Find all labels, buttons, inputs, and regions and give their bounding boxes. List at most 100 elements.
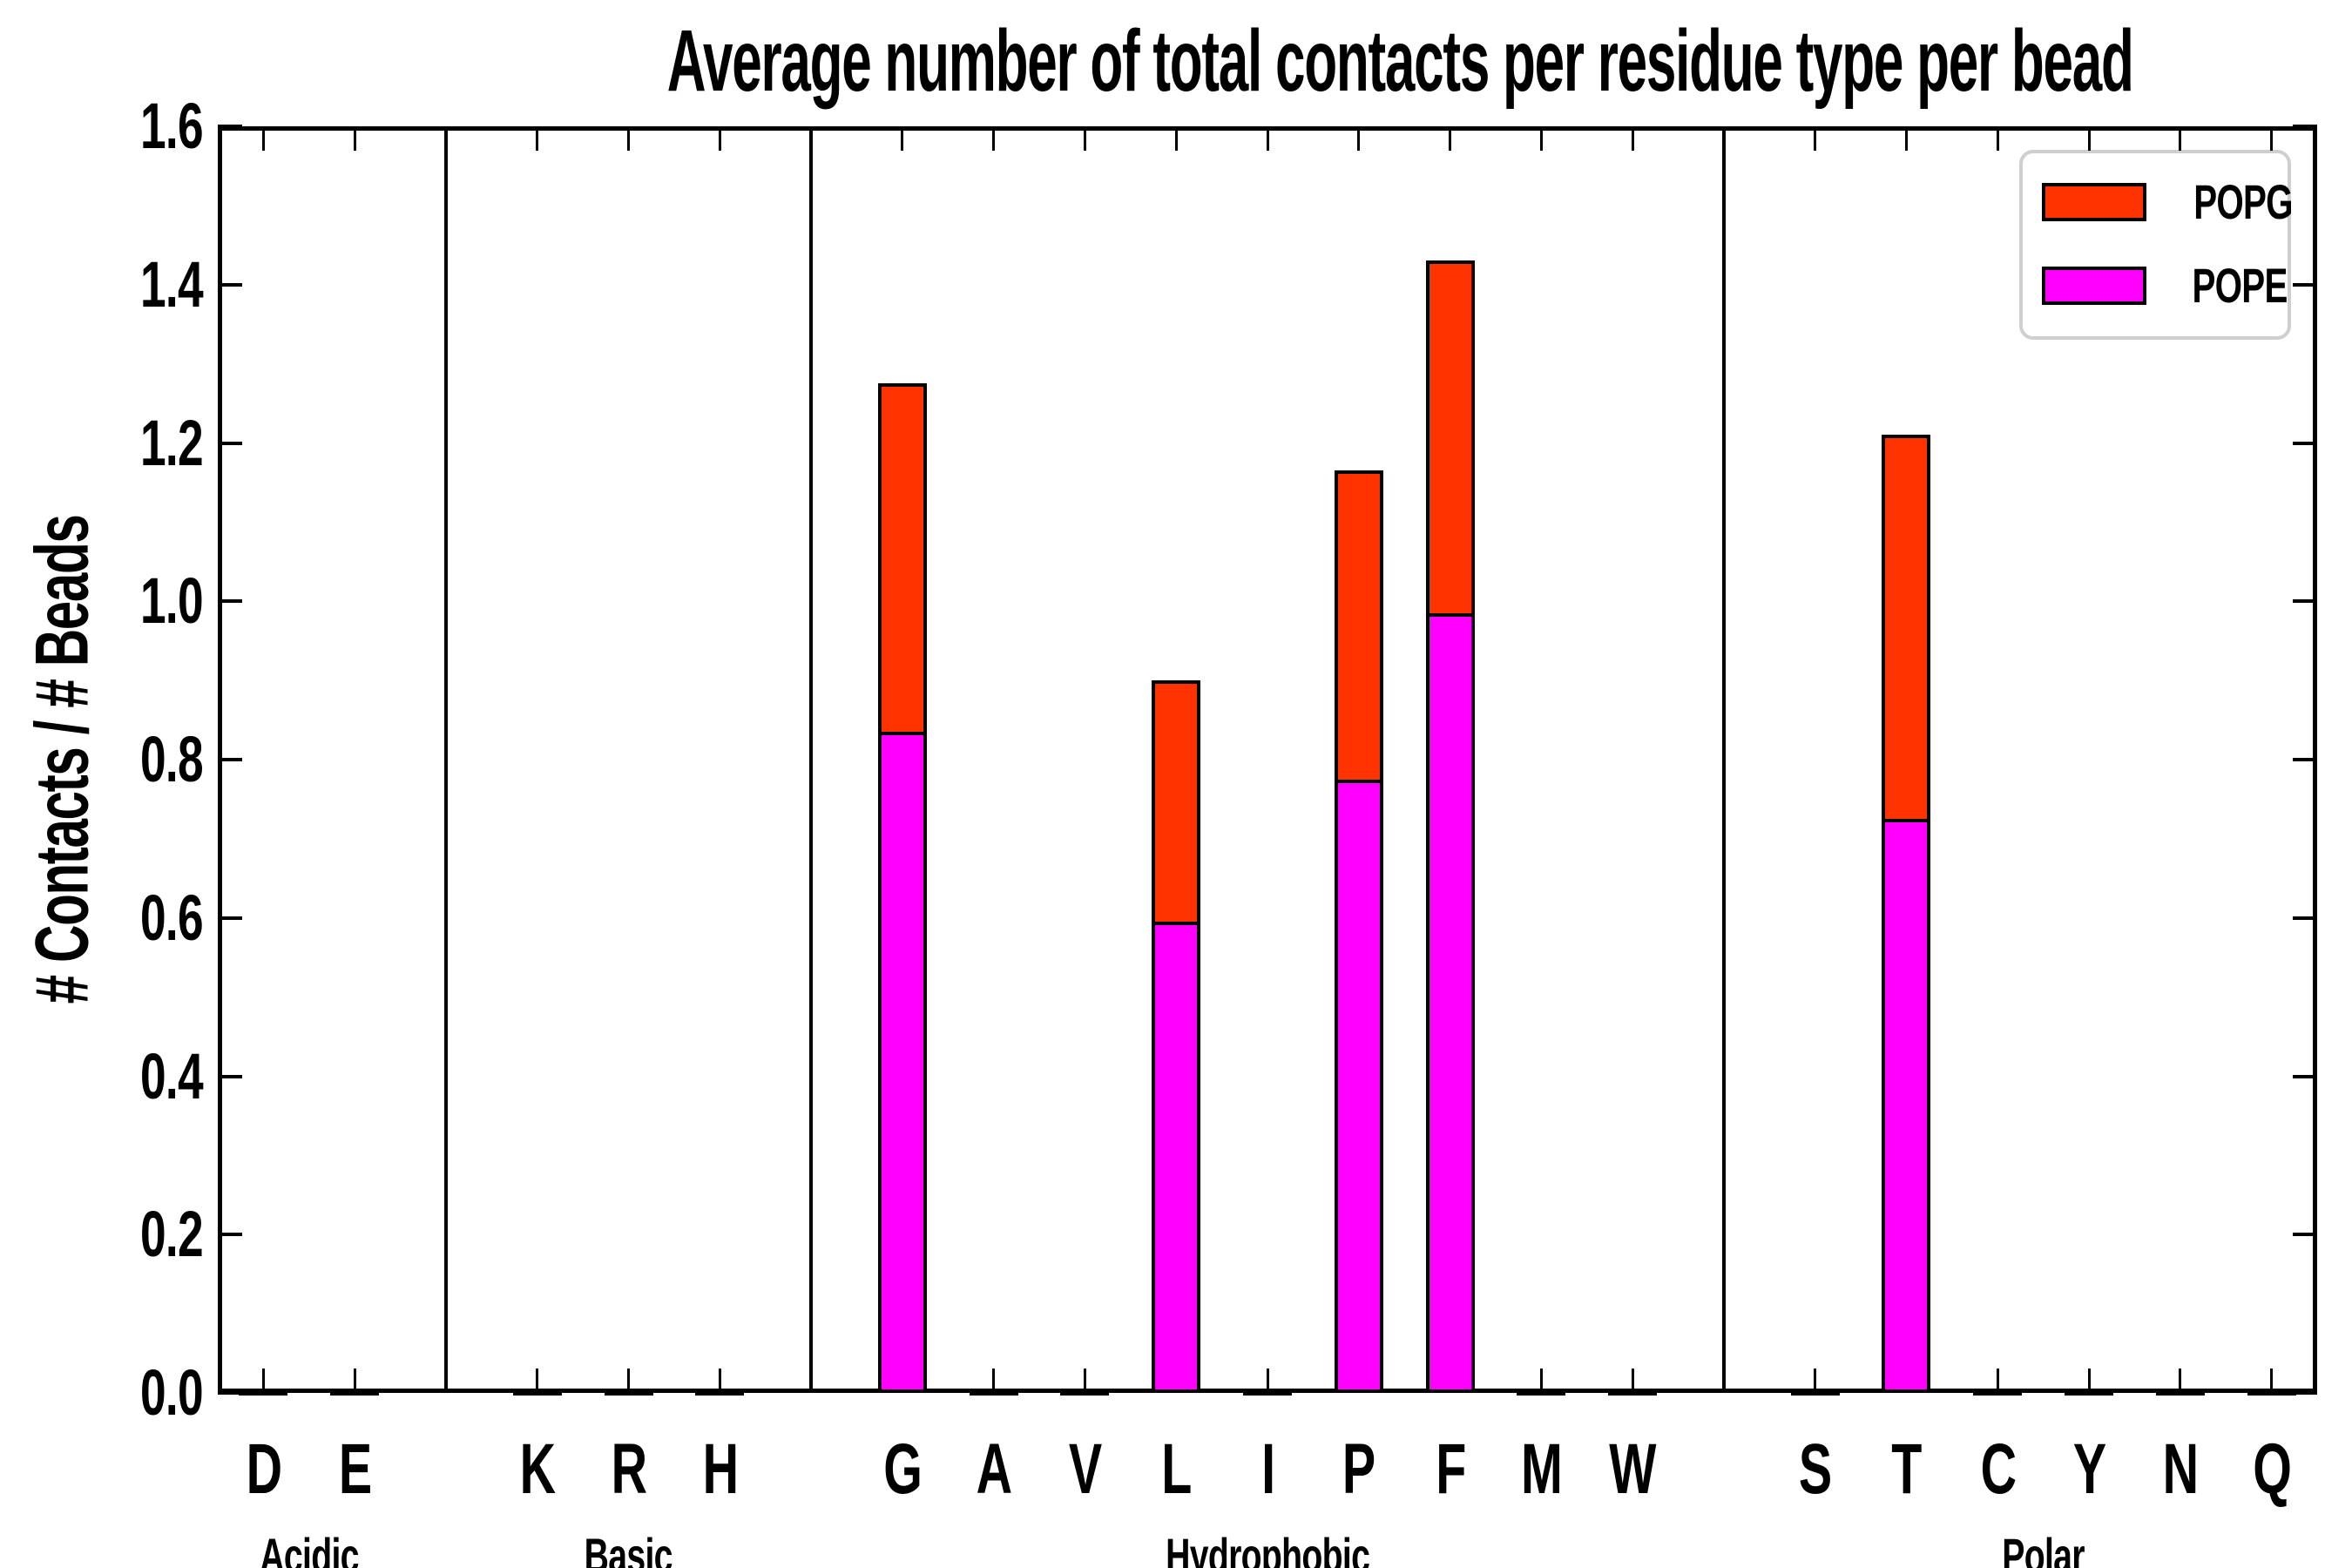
x-tick-label-P: P: [1281, 1434, 1437, 1505]
legend-label-popg: POPG: [2193, 174, 2293, 229]
y-tick-right: [2293, 125, 2317, 128]
bar-N: [2155, 1388, 2205, 1396]
y-tick-label-text: 0.8: [140, 723, 204, 795]
x-tick-top: [901, 126, 904, 151]
bar-K: [512, 1388, 562, 1396]
y-tick-left: [218, 441, 242, 445]
y-tick-right: [2293, 282, 2317, 287]
x-tick-label-C: C: [1919, 1434, 2076, 1505]
x-tick-top: [1539, 126, 1543, 151]
y-tick-label-text: 1.2: [140, 406, 204, 479]
y-tick-label: 0.8: [0, 723, 204, 795]
bar-Q: [2247, 1388, 2296, 1396]
x-tick-top: [718, 126, 721, 151]
x-tick-label-text: C: [1980, 1429, 2016, 1509]
group-label-polar: Polar: [1861, 1531, 2227, 1568]
x-tick-label-text: S: [1799, 1429, 1832, 1509]
x-tick-top: [2270, 126, 2274, 151]
y-tick-label-text: 1.4: [140, 247, 204, 321]
bar-L: [1152, 680, 1201, 1393]
x-tick-label-Y: Y: [2011, 1434, 2167, 1505]
bar-P: [1334, 470, 1383, 1393]
plot-area: [218, 126, 2317, 1393]
group-label-acidic: Acidic: [126, 1531, 492, 1568]
y-tick-label-text: 1.0: [140, 564, 204, 638]
y-tick-left: [218, 1391, 242, 1395]
x-tick-top: [1449, 126, 1452, 151]
x-tick-bottom: [1631, 1369, 1634, 1393]
x-tick-bottom: [1083, 1369, 1086, 1393]
y-tick-left: [218, 125, 242, 128]
y-tick-right: [2293, 1233, 2317, 1237]
x-tick-top: [536, 126, 539, 151]
x-tick-bottom: [261, 1369, 265, 1393]
y-tick-label-text: 1.6: [140, 90, 204, 162]
x-tick-label-S: S: [1737, 1434, 1894, 1505]
x-tick-label-text: Y: [2072, 1429, 2106, 1509]
chart-title: Average number of total contacts per res…: [218, 16, 2317, 107]
x-tick-bottom: [1996, 1369, 1999, 1393]
bar-Y: [2065, 1388, 2114, 1396]
y-tick-label: 1.4: [0, 247, 204, 321]
x-tick-top: [2087, 126, 2091, 151]
legend-label-pope: POPE: [2192, 258, 2288, 313]
x-tick-bottom: [2179, 1369, 2182, 1393]
x-tick-bottom: [536, 1369, 539, 1393]
group-divider: [1721, 126, 1726, 1393]
x-tick-label-text: N: [2162, 1429, 2199, 1509]
x-tick-label-text: R: [611, 1429, 646, 1509]
x-tick-label-F: F: [1372, 1434, 1529, 1505]
y-tick-right: [2293, 916, 2317, 920]
y-tick-left: [218, 916, 242, 920]
x-tick-label-text: K: [519, 1429, 556, 1509]
pope-color-swatch: [2042, 267, 2146, 305]
bar-G: [877, 383, 927, 1393]
bar-R: [604, 1388, 653, 1396]
x-tick-label-N: N: [2102, 1434, 2259, 1505]
x-tick-top: [1083, 126, 1086, 151]
group-label-hydrophobic: Hydrophobic: [1085, 1531, 1450, 1568]
y-tick-right: [2293, 758, 2317, 761]
x-tick-label-E: E: [276, 1434, 433, 1505]
x-tick-bottom: [992, 1369, 996, 1393]
x-tick-top: [1631, 126, 1634, 151]
x-tick-label-H: H: [641, 1434, 798, 1505]
x-tick-top: [1904, 126, 1908, 151]
x-tick-label-text: H: [702, 1429, 738, 1509]
x-tick-label-text: E: [338, 1429, 372, 1509]
group-label-text: Hydrophobic: [1165, 1528, 1370, 1568]
bar-H: [695, 1388, 745, 1396]
bar-P-pope-segment: [1337, 779, 1380, 1389]
x-tick-bottom: [718, 1369, 721, 1393]
x-tick-top: [1266, 126, 1269, 151]
bar-A: [969, 1388, 1018, 1396]
x-tick-label-K: K: [459, 1434, 616, 1505]
bar-V: [1060, 1388, 1110, 1396]
x-tick-label-A: A: [916, 1434, 1072, 1505]
y-tick-label: 0.0: [0, 1361, 204, 1425]
group-label-basic: Basic: [446, 1531, 812, 1568]
x-tick-top: [1814, 126, 1817, 151]
y-tick-label: 0.4: [0, 1039, 204, 1112]
group-label-text: Basic: [584, 1528, 673, 1568]
y-tick-label: 1.2: [0, 406, 204, 479]
x-tick-top: [1357, 126, 1361, 151]
y-tick-left: [218, 1233, 242, 1237]
y-tick-label-text: 0.4: [140, 1039, 204, 1112]
x-tick-bottom: [2270, 1369, 2274, 1393]
x-tick-bottom: [1266, 1369, 1269, 1393]
bar-M: [1517, 1388, 1566, 1396]
legend-item-pope: POPE: [2042, 261, 2288, 310]
x-tick-label-V: V: [1006, 1434, 1163, 1505]
group-label-text: Polar: [2002, 1528, 2085, 1568]
y-tick-label: 1.0: [0, 564, 204, 638]
x-tick-top: [1174, 126, 1178, 151]
y-tick-right: [2293, 1074, 2317, 1078]
y-tick-label-text: 0.6: [140, 881, 204, 954]
x-tick-label-R: R: [551, 1434, 707, 1505]
group-divider: [443, 126, 448, 1393]
y-tick-label: 0.2: [0, 1202, 204, 1267]
bar-L-pope-segment: [1155, 922, 1198, 1389]
x-tick-top: [261, 126, 265, 151]
x-tick-label-text: W: [1609, 1429, 1657, 1509]
